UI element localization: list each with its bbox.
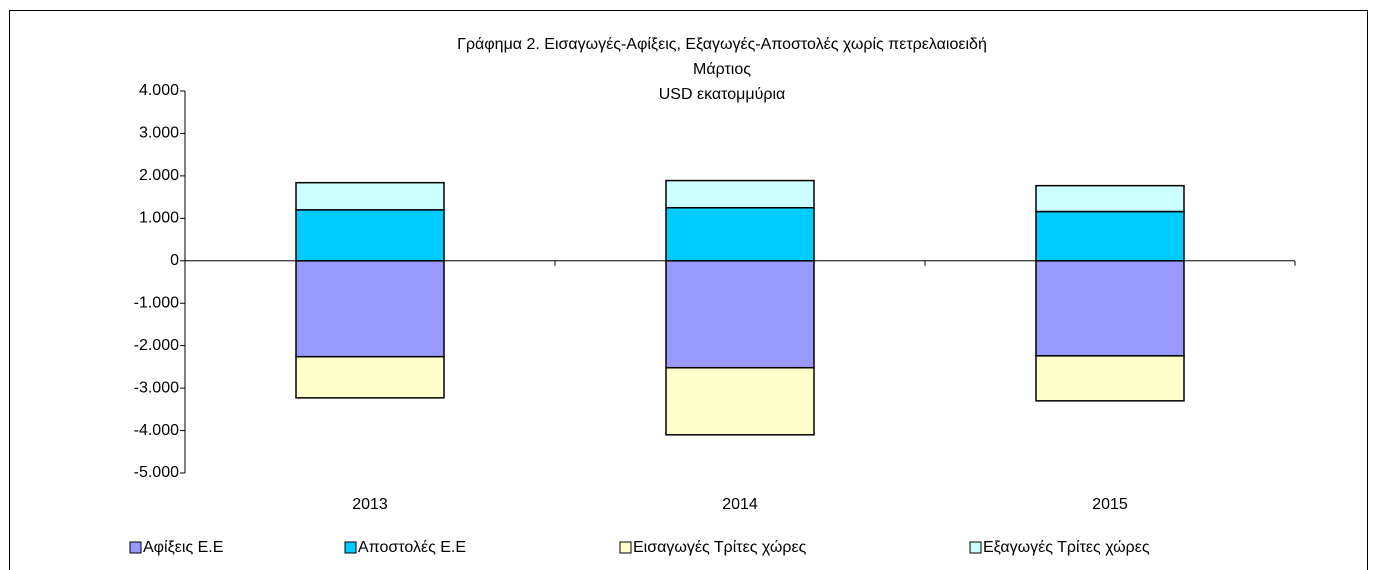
y-tick-label: 3.000 [139,125,179,142]
chart-title: Γράφημα 2. Εισαγωγές-Αφίξεις, Εξαγωγές-Α… [457,36,987,53]
bar [665,179,815,209]
y-tick-label: -2.000 [134,337,179,354]
y-tick-label: 2.000 [139,167,179,184]
x-tick-label: 2013 [352,496,388,513]
y-tick-label: -3.000 [134,379,179,396]
bar [665,206,815,262]
bar [295,355,445,399]
legend-swatch [129,541,142,554]
y-tick-label: -5.000 [134,464,179,481]
bar [1035,210,1185,262]
y-tick-label: 1.000 [139,210,179,227]
bar [295,209,445,262]
bar [1035,355,1185,402]
bar [1035,184,1185,213]
legend-swatch [344,541,357,554]
y-tick-label: -1.000 [134,294,179,311]
legend-label: Εισαγωγές Τρίτες χώρες [633,539,807,556]
bar [295,181,445,211]
legend-label: Αποστολές Ε.Ε [358,539,466,556]
chart-frame [9,10,1368,570]
legend-label: Εξαγωγές Τρίτες χώρες [983,539,1150,556]
bar [1035,260,1185,357]
legend-label: Αφίξεις Ε.Ε [143,539,223,556]
legend-swatch [619,541,632,554]
bar [665,260,815,369]
y-tick-label: 4.000 [139,82,179,99]
bar [295,260,445,358]
y-tick-label: 0 [170,252,179,269]
legend-swatch [969,541,982,554]
chart-subtitle: Μάρτιος [693,61,751,78]
x-tick-label: 2014 [722,496,758,513]
y-tick-label: -4.000 [134,422,179,439]
x-tick-label: 2015 [1092,496,1128,513]
bar [665,366,815,436]
chart-subtitle: USD εκατομμύρια [659,86,786,103]
